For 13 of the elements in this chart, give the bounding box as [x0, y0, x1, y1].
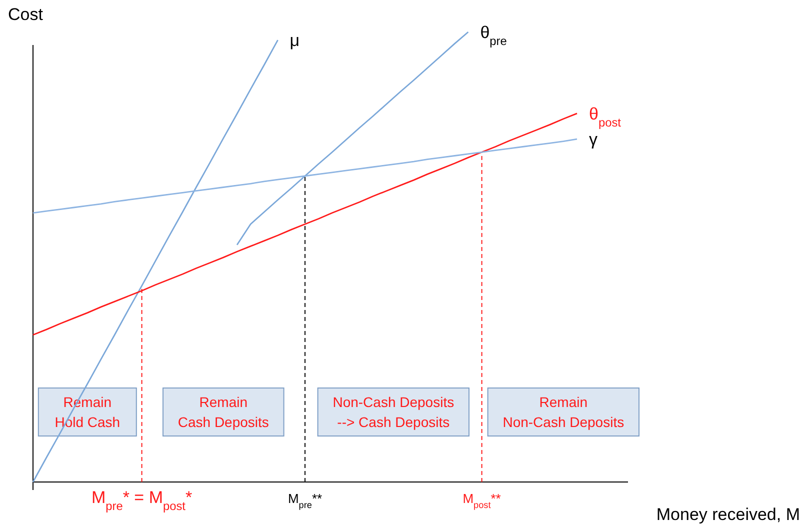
x-axis-title: Money received, M	[656, 505, 800, 524]
series-label: θ$_{post}$	[589, 104, 622, 130]
annotation: Remain Non-Cash Deposits	[502, 394, 624, 430]
annotation: Remain Cash Deposits	[178, 394, 269, 430]
y-axis-title: Cost	[8, 5, 44, 24]
x-tick-label: M$_{pre}$* = M$_{post}$*	[91, 488, 192, 513]
x-tick-label: M$_{pre}$**	[288, 491, 322, 510]
x-tick-label: M$_{post}$**	[462, 491, 501, 510]
series-label: γ	[589, 130, 598, 150]
annotation: Non-Cash Deposits --> Cash Deposits	[332, 394, 454, 430]
annotation: Remain Hold Cash	[54, 394, 120, 430]
series-label: μ	[290, 31, 300, 50]
series-label: θ$_{pre}$	[480, 23, 508, 48]
